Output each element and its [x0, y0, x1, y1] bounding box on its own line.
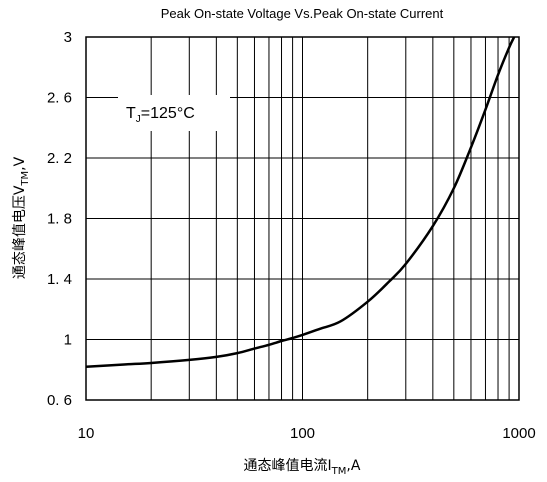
y-tick-label: 2. 2 — [47, 150, 72, 167]
y-axis-label: 通态峰值电压VTM,V — [12, 156, 31, 279]
y-tick-label: 0. 6 — [47, 392, 72, 409]
plot-border — [85, 36, 520, 401]
y-tick-label: 3 — [64, 29, 72, 46]
y-tick-label: 1. 8 — [47, 211, 72, 228]
x-axis-label: 通态峰值电流ITM,A — [244, 458, 361, 477]
y-tick-labels: 0. 6 1 1. 4 1. 8 2. 2 2. 6 3 — [47, 29, 72, 409]
temperature-annotation: TJ=125°C — [126, 105, 195, 125]
grid — [86, 37, 519, 400]
series-line — [85, 36, 516, 368]
x-tick-label: 10 — [78, 425, 95, 442]
y-tick-label: 1 — [64, 332, 72, 349]
series-group — [85, 36, 516, 368]
x-tick-label: 100 — [290, 425, 315, 442]
y-tick-label: 1. 4 — [47, 271, 72, 288]
x-tick-labels: 10 100 1000 — [78, 425, 536, 442]
x-tick-label: 1000 — [502, 425, 535, 442]
y-tick-label: 2. 6 — [47, 90, 72, 107]
chart-title: Peak On-state Voltage Vs.Peak On-state C… — [161, 6, 444, 21]
annotation-background — [118, 95, 230, 131]
